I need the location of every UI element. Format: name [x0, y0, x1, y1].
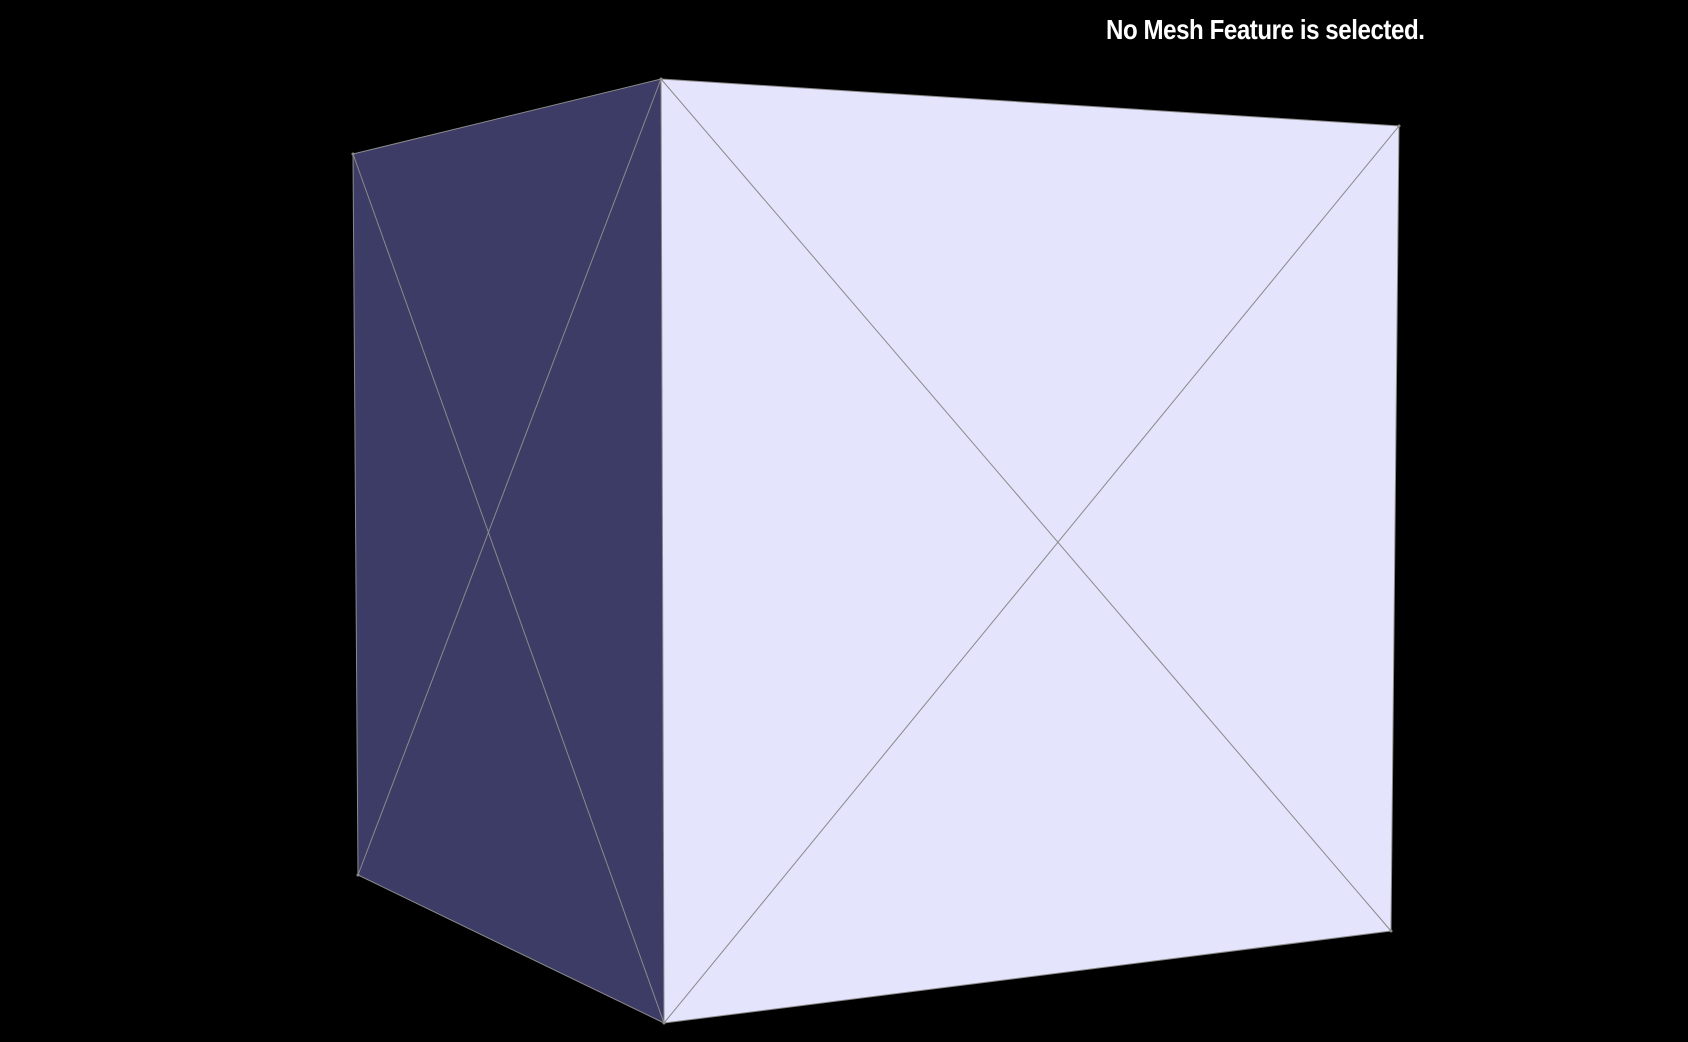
mesh-edge[interactable]: [357, 874, 665, 1024]
mesh-edge[interactable]: [352, 78, 662, 155]
mesh-vertex[interactable]: [1397, 124, 1401, 128]
mesh-edge[interactable]: [352, 153, 359, 876]
mesh-vertex[interactable]: [1389, 929, 1393, 933]
mesh-edge[interactable]: [660, 78, 1400, 127]
selection-status-message: No Mesh Feature is selected.: [1106, 14, 1425, 45]
mesh-edge[interactable]: [660, 78, 665, 1024]
mesh-vertex[interactable]: [659, 77, 663, 81]
mesh-vertex[interactable]: [662, 1021, 666, 1025]
mesh-face-front[interactable]: [661, 79, 1399, 1023]
mesh-edge-diagonal[interactable]: [352, 153, 665, 1024]
mesh-edge-diagonal[interactable]: [663, 125, 1400, 1024]
mesh-vertex[interactable]: [356, 873, 360, 877]
mesh-vertex[interactable]: [351, 152, 355, 156]
mesh-edge[interactable]: [1390, 125, 1400, 932]
mesh-face-side[interactable]: [353, 79, 664, 1023]
mesh-edge-diagonal[interactable]: [357, 78, 662, 876]
mesh-edge-diagonal[interactable]: [660, 78, 1392, 932]
mesh-edge[interactable]: [663, 930, 1392, 1024]
